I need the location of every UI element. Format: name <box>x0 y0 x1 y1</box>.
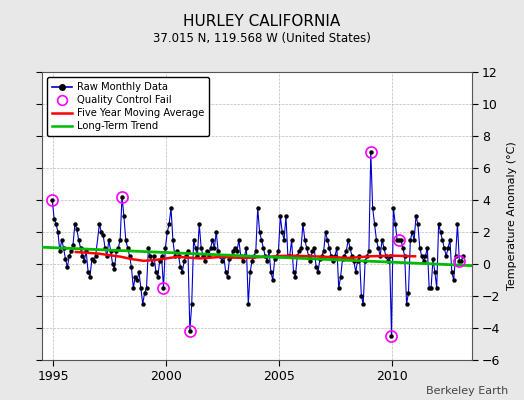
Text: HURLEY CALIFORNIA: HURLEY CALIFORNIA <box>183 14 341 29</box>
Y-axis label: Temperature Anomaly (°C): Temperature Anomaly (°C) <box>507 142 517 290</box>
Text: Berkeley Earth: Berkeley Earth <box>426 386 508 396</box>
Text: 37.015 N, 119.568 W (United States): 37.015 N, 119.568 W (United States) <box>153 32 371 45</box>
Legend: Raw Monthly Data, Quality Control Fail, Five Year Moving Average, Long-Term Tren: Raw Monthly Data, Quality Control Fail, … <box>47 77 209 136</box>
